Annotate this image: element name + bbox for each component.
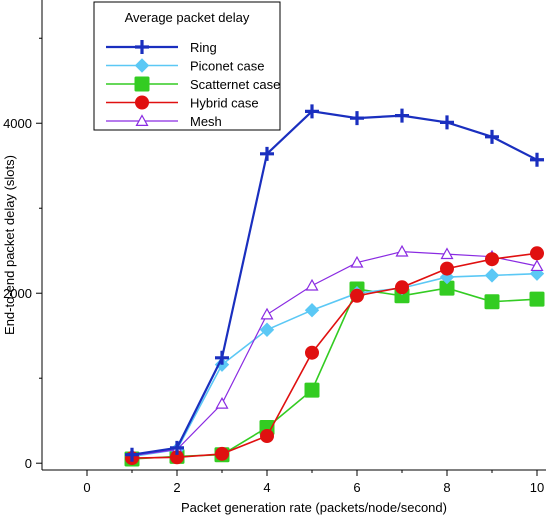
axes: 0 2 4 6 8 10 0 2000 4000	[3, 0, 546, 495]
plus-marker	[350, 111, 364, 126]
circle-marker	[215, 446, 229, 461]
diamond-marker	[259, 322, 275, 337]
circle-marker	[395, 280, 409, 295]
x-axis-label: Packet generation rate (packets/node/sec…	[181, 500, 447, 515]
square-marker	[134, 76, 150, 92]
y-axis-label: End-to-end packet delay (slots)	[2, 155, 17, 335]
triangle-marker	[395, 244, 409, 257]
legend-entry: Hybrid case	[106, 95, 259, 111]
plus-marker	[125, 447, 139, 462]
series-layer	[124, 104, 545, 467]
legend-label: Ring	[190, 40, 217, 55]
series-line	[131, 110, 538, 456]
circle-marker	[440, 261, 454, 276]
x-tick-label: 10	[530, 480, 544, 495]
legend: Average packet delay Ring Piconet case Scat…	[93, 1, 281, 131]
triangle-marker	[260, 307, 274, 320]
legend-entry: Mesh	[106, 114, 222, 129]
circle-marker	[260, 429, 274, 444]
plus-marker	[395, 108, 409, 123]
circle-marker	[530, 246, 544, 261]
legend-entry: Piconet case	[106, 58, 264, 74]
series-line	[131, 272, 538, 458]
y-tick-label: 4000	[3, 116, 32, 131]
plus-marker	[485, 129, 499, 144]
legend-label: Hybrid case	[190, 96, 259, 111]
circle-marker	[350, 288, 364, 303]
x-tick-label: 0	[83, 480, 90, 495]
series-piconet-case	[124, 266, 545, 464]
x-tick-label: 8	[443, 480, 450, 495]
square-marker	[484, 294, 500, 310]
square-marker	[439, 280, 455, 296]
series-line	[131, 252, 538, 459]
plus-marker	[260, 146, 274, 161]
triangle-marker	[305, 278, 319, 291]
legend-label: Mesh	[190, 114, 222, 129]
x-tick-label: 6	[353, 480, 360, 495]
legend-label: Scatternet case	[190, 77, 280, 92]
plus-marker	[170, 440, 184, 455]
plus-marker	[135, 40, 149, 54]
diamond-marker	[134, 58, 150, 73]
x-tick-label: 2	[173, 480, 180, 495]
diamond-marker	[484, 268, 500, 283]
series-ring	[125, 104, 544, 462]
circle-marker	[135, 95, 149, 110]
series-line	[131, 250, 538, 457]
legend-entry: Ring	[106, 40, 217, 55]
square-marker	[304, 382, 320, 398]
circle-marker	[170, 450, 184, 465]
legend-title: Average packet delay	[125, 10, 250, 25]
y-tick-label: 0	[25, 456, 32, 471]
legend-entry: Scatternet case	[106, 76, 280, 92]
plus-marker	[215, 350, 229, 365]
circle-marker	[485, 252, 499, 267]
triangle-marker	[135, 114, 149, 126]
triangle-marker	[215, 396, 229, 409]
x-tick-label: 4	[263, 480, 270, 495]
triangle-marker	[530, 259, 544, 272]
series-hybrid-case	[125, 246, 544, 466]
y-tick-label: 2000	[3, 286, 32, 301]
diamond-marker	[304, 303, 320, 318]
legend-label: Piconet case	[190, 59, 264, 74]
plus-marker	[305, 104, 319, 119]
triangle-marker	[440, 247, 454, 260]
square-marker	[529, 291, 545, 307]
circle-marker	[305, 345, 319, 360]
plus-marker	[530, 152, 544, 167]
plus-marker	[440, 115, 454, 130]
triangle-marker	[350, 255, 364, 268]
